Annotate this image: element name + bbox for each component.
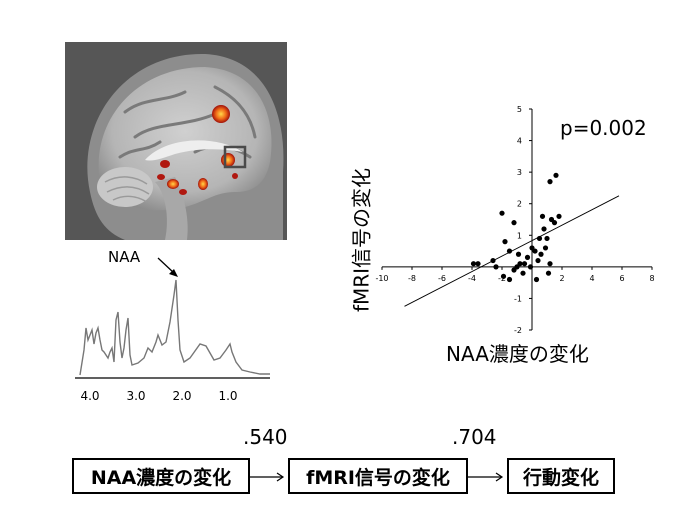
scatter-point	[544, 235, 550, 242]
scatter-point	[517, 261, 523, 267]
mr-spectrum: NAA 4.0 3.0 2.0 1.0	[75, 248, 270, 403]
naa-peak-label: NAA	[108, 248, 141, 266]
y-tick-label: 3	[517, 168, 522, 177]
scatter-point	[539, 213, 546, 219]
scatter-point	[535, 257, 541, 264]
scatter-point	[506, 248, 513, 254]
scatter-point	[542, 245, 549, 251]
spectrum-tick-label: 1.0	[218, 389, 237, 403]
scatter-point	[524, 254, 531, 260]
scatter-point	[470, 261, 477, 267]
path-coefficient-1: .540	[243, 425, 288, 449]
y-tick-label: -1	[514, 294, 522, 303]
x-tick-label: 8	[649, 274, 654, 283]
scatter-xlabel: NAA濃度の変化	[446, 342, 589, 366]
scatter-point	[515, 251, 522, 257]
x-tick-label: 4	[589, 274, 594, 283]
y-tick-label: 1	[517, 231, 522, 240]
scatter-point	[556, 213, 562, 219]
spectrum-axis-ticks: 4.0 3.0 2.0 1.0	[80, 389, 237, 403]
y-tick-label: 4	[517, 137, 522, 146]
y-tick-label: 5	[517, 105, 522, 114]
scatter-point	[551, 220, 558, 226]
scatter-point	[493, 264, 499, 270]
flow-box-naa: NAA濃度の変化	[72, 458, 250, 494]
x-tick-label: -10	[375, 274, 388, 283]
scatter-point	[511, 220, 517, 226]
spectrum-line	[79, 279, 270, 376]
flow-box-fmri: fMRI信号の変化	[288, 458, 468, 494]
p-value-annotation: p=0.002	[560, 116, 647, 140]
scatter-point	[500, 273, 507, 279]
spectrum-tick-label: 2.0	[172, 389, 191, 403]
scatter-point	[506, 276, 513, 283]
flow-box-behavior: 行動変化	[507, 458, 615, 494]
scatter-point	[533, 276, 540, 283]
scatter-point	[521, 261, 528, 267]
spectrum-tick-label: 3.0	[126, 389, 145, 403]
scatter-point	[547, 179, 553, 185]
spectrum-tick-label: 4.0	[80, 389, 99, 403]
flow-arrows	[250, 472, 504, 482]
activation-spot	[212, 105, 230, 123]
scatter-point	[545, 270, 552, 276]
scatter-point	[541, 226, 547, 232]
y-tick-label: 2	[517, 200, 522, 209]
x-tick-label: -8	[408, 274, 416, 283]
scatter-ylabel-box: fMRI信号の変化	[340, 160, 380, 320]
activation-spot	[221, 153, 235, 167]
scatter-point	[527, 264, 534, 270]
scatter-point	[553, 172, 559, 178]
x-tick-label: -4	[468, 274, 476, 283]
x-tick-label: 6	[619, 274, 624, 283]
scatter-point	[538, 251, 544, 257]
scatter-point	[529, 245, 535, 251]
scatter-point	[490, 257, 496, 264]
scatter-point	[502, 239, 508, 245]
scatter-point	[547, 261, 553, 267]
brain-mri-image	[65, 42, 287, 240]
scatter-point	[536, 235, 543, 242]
scatter-point	[520, 270, 526, 276]
path-coefficient-2: .704	[452, 425, 497, 449]
scatter-point	[475, 261, 481, 267]
x-tick-label: -6	[438, 274, 446, 283]
scatter-ylabel: fMRI信号の変化	[349, 167, 374, 313]
x-tick-label: 2	[559, 274, 564, 283]
scatter-point	[499, 210, 505, 216]
y-tick-label: -2	[514, 326, 522, 335]
roi-box	[223, 145, 247, 169]
